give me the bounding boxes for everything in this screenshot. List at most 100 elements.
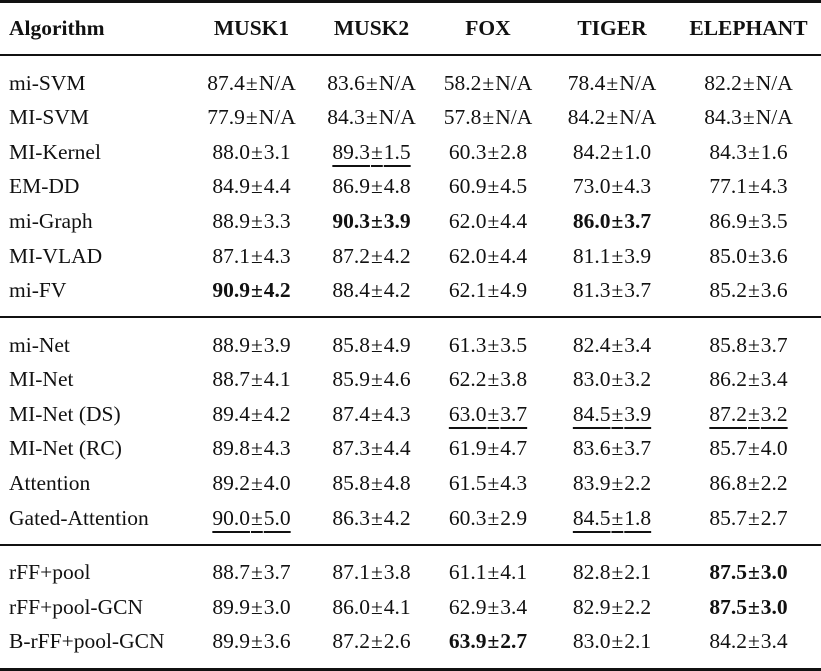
- mean-value: 62.2: [448, 367, 487, 392]
- std-value: 3.1: [263, 139, 291, 164]
- accuracy-value: 89.8±4.3: [212, 436, 290, 460]
- algorithm-name: rFF+pool: [9, 560, 91, 585]
- mean-value: 87.1: [332, 560, 370, 585]
- plus-minus-symbol: ±: [250, 367, 263, 392]
- table-row: EM-DD 84.9±4.4 86.9±4.8 60.9±4.5 73.0±4.3 77.…: [0, 170, 821, 205]
- plus-minus-symbol: ±: [611, 629, 624, 654]
- accuracy-value: 84.5±3.9: [573, 402, 651, 426]
- group-spacer: [0, 56, 821, 66]
- column-header-fox: FOX: [465, 15, 511, 40]
- cell-tiger: 82.4±3.4: [548, 328, 676, 363]
- accuracy-value: 62.0±4.4: [449, 244, 527, 268]
- mean-value: 84.3: [327, 105, 365, 130]
- group-spacer: [0, 318, 821, 328]
- accuracy-value: 87.3±4.4: [332, 436, 410, 460]
- mean-value: 89.9: [212, 594, 250, 619]
- accuracy-value: 86.2±3.4: [709, 367, 787, 391]
- cell-musk2: 90.3±3.9: [315, 204, 428, 239]
- accuracy-value: 89.9±3.0: [212, 595, 290, 619]
- algorithm-name: MI-Net: [9, 367, 74, 392]
- accuracy-value: 61.5±4.3: [449, 471, 527, 495]
- accuracy-value: 82.8±2.1: [573, 560, 651, 584]
- plus-minus-symbol: ±: [487, 332, 500, 357]
- bottom-rule: [0, 667, 821, 671]
- accuracy-value: 60.3±2.9: [449, 506, 527, 530]
- table-body: mi-SVM 87.4±N/A 83.6±N/A 58.2±N/A 78.4±N/A 82…: [0, 56, 821, 671]
- table-row: mi-Net 88.9±3.9 85.8±4.9 61.3±3.5 82.4±3.4 85…: [0, 328, 821, 363]
- plus-minus-symbol: ±: [370, 243, 383, 268]
- plus-minus-symbol: ±: [611, 436, 624, 461]
- std-value: 4.5: [500, 174, 528, 199]
- accuracy-value: 78.4±N/A: [568, 71, 656, 95]
- cell-musk1: 89.9±3.0: [188, 590, 315, 625]
- accuracy-value: 87.4±4.3: [332, 402, 410, 426]
- plus-minus-symbol: ±: [250, 471, 263, 496]
- std-value: N/A: [619, 70, 657, 95]
- mean-value: 63.0: [448, 401, 487, 426]
- cell-elephant: 85.8±3.7: [676, 328, 821, 363]
- plus-minus-symbol: ±: [747, 629, 760, 654]
- mean-value: 84.3: [704, 105, 742, 130]
- plus-minus-symbol: ±: [370, 174, 383, 199]
- std-value: 3.3: [263, 208, 291, 233]
- plus-minus-symbol: ±: [747, 208, 760, 233]
- accuracy-value: 87.1±4.3: [212, 244, 290, 268]
- table-row: mi-SVM 87.4±N/A 83.6±N/A 58.2±N/A 78.4±N/A 82…: [0, 66, 821, 101]
- plus-minus-symbol: ±: [611, 471, 624, 496]
- cell-musk2: 84.3±N/A: [315, 101, 428, 136]
- plus-minus-symbol: ±: [747, 243, 760, 268]
- plus-minus-symbol: ±: [487, 208, 500, 233]
- cell-musk2: 85.8±4.8: [315, 467, 428, 502]
- std-value: 4.9: [383, 332, 411, 357]
- cell-musk2: 87.4±4.3: [315, 397, 428, 432]
- mean-value: 82.9: [572, 594, 611, 619]
- accuracy-value: 86.9±3.5: [709, 209, 787, 233]
- plus-minus-symbol: ±: [370, 471, 383, 496]
- accuracy-value: 86.0±3.7: [573, 209, 651, 233]
- cell-fox: 58.2±N/A: [428, 66, 548, 101]
- plus-minus-symbol: ±: [250, 436, 263, 461]
- accuracy-value: 84.2±N/A: [568, 105, 656, 129]
- std-value: 2.2: [624, 471, 652, 496]
- cell-fox: 61.3±3.5: [428, 328, 548, 363]
- mean-value: 61.5: [448, 471, 487, 496]
- accuracy-value: 60.9±4.5: [449, 174, 527, 198]
- accuracy-value: 89.9±3.6: [212, 629, 290, 653]
- cell-musk2: 87.2±2.6: [315, 625, 428, 660]
- std-value: 1.8: [624, 505, 652, 530]
- std-value: 3.6: [760, 243, 788, 268]
- mean-value: 60.9: [448, 174, 487, 199]
- accuracy-value: 87.2±2.6: [332, 629, 410, 653]
- cell-elephant: 87.2±3.2: [676, 397, 821, 432]
- accuracy-value: 89.3±1.5: [332, 140, 410, 164]
- std-value: 4.2: [383, 505, 411, 530]
- mean-value: 89.8: [212, 436, 250, 461]
- plus-minus-symbol: ±: [365, 105, 378, 130]
- std-value: 3.0: [760, 594, 788, 619]
- cell-musk1: 88.9±3.9: [188, 328, 315, 363]
- plus-minus-symbol: ±: [370, 367, 383, 392]
- plus-minus-symbol: ±: [611, 278, 624, 303]
- std-value: 4.3: [263, 243, 291, 268]
- group-spacer: [0, 546, 821, 556]
- plus-minus-symbol: ±: [370, 401, 383, 426]
- accuracy-value: 62.2±3.8: [449, 367, 527, 391]
- algorithm-name: MI-Net (RC): [9, 436, 122, 461]
- plus-minus-symbol: ±: [250, 594, 263, 619]
- accuracy-value: 87.5±3.0: [709, 595, 787, 619]
- mean-value: 87.2: [709, 401, 747, 426]
- mean-value: 85.8: [332, 471, 370, 496]
- mean-value: 88.4: [332, 278, 370, 303]
- cell-musk1: 90.0±5.0: [188, 501, 315, 536]
- cell-musk1: 89.8±4.3: [188, 432, 315, 467]
- plus-minus-symbol: ±: [747, 594, 760, 619]
- cell-elephant: 77.1±4.3: [676, 170, 821, 205]
- std-value: 4.1: [500, 560, 528, 585]
- accuracy-value: 85.2±3.6: [709, 278, 787, 302]
- accuracy-value: 87.4±N/A: [207, 71, 295, 95]
- std-value: 4.1: [383, 594, 411, 619]
- plus-minus-symbol: ±: [487, 594, 500, 619]
- plus-minus-symbol: ±: [487, 367, 500, 392]
- mean-value: 62.0: [448, 243, 487, 268]
- accuracy-value: 57.8±N/A: [444, 105, 532, 129]
